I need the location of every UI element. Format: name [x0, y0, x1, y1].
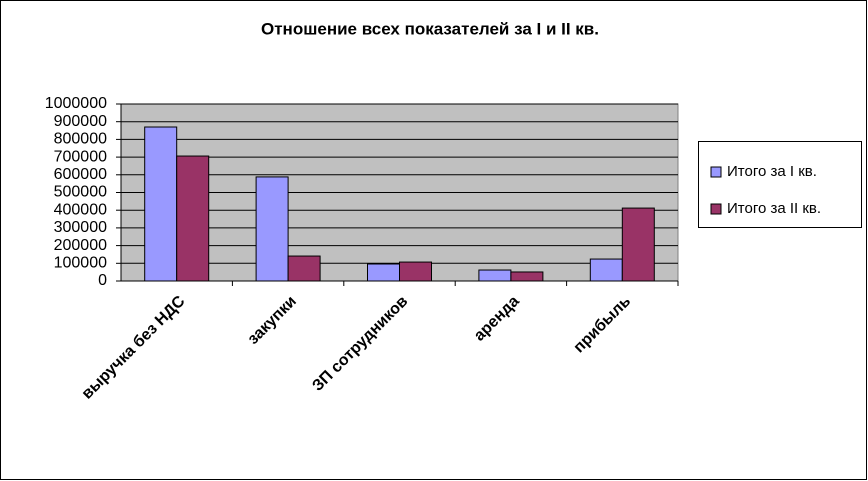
y-tick-label: 1000000	[45, 95, 107, 112]
bar	[255, 176, 289, 282]
y-tick-label: 100000	[54, 255, 107, 272]
y-tick-label: 600000	[54, 166, 107, 183]
legend-label: Итого за II кв.	[727, 200, 821, 217]
bar	[589, 258, 623, 282]
y-tick-label: 300000	[54, 219, 107, 236]
y-tick-label: 400000	[54, 201, 107, 218]
bar	[399, 261, 432, 282]
bar	[367, 263, 400, 282]
legend-swatch	[710, 203, 722, 215]
bar	[621, 207, 655, 282]
y-tick-label: 500000	[54, 184, 107, 201]
legend-swatch	[710, 166, 722, 178]
legend-box	[698, 141, 862, 228]
bar	[144, 126, 178, 282]
legend-label: Итого за I кв.	[727, 163, 817, 180]
chart-title: Отношение всех показателей за I и II кв.	[261, 19, 599, 38]
y-tick-label: 900000	[54, 113, 107, 130]
bar	[287, 255, 321, 282]
y-tick-label: 800000	[54, 131, 107, 148]
legend: Итого за I кв. Итого за II кв.	[698, 141, 862, 228]
y-tick-label: 0	[98, 272, 107, 289]
y-tick-label: 200000	[54, 237, 107, 254]
y-tick-label: 700000	[54, 148, 107, 165]
bar	[176, 155, 210, 282]
bar	[478, 269, 512, 282]
bar	[510, 271, 544, 282]
